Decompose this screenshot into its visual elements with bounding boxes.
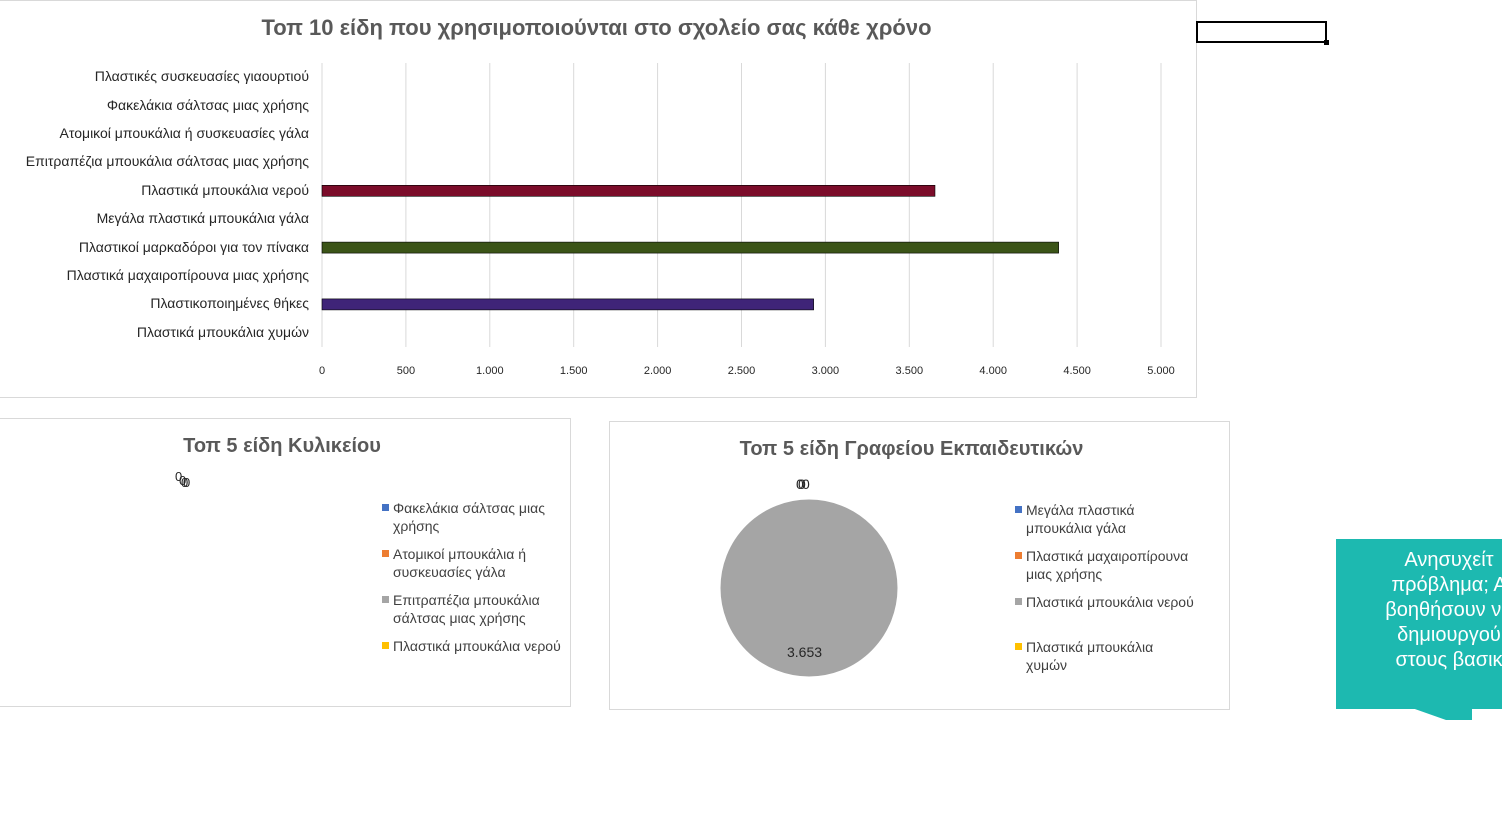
pie-data-label: 0 <box>181 475 189 490</box>
legend-label: Πλαστικά μπουκάλια νερού <box>1026 594 1194 610</box>
bar-category-label: Πλαστικές συσκευασίες γιαουρτιού <box>94 68 309 85</box>
legend-swatch <box>1015 552 1022 559</box>
bar-category-label: Πλαστικοποιημένες θήκες <box>150 295 309 312</box>
bar-category-labels: Πλαστικές συσκευασίες γιαουρτιού Φακελάκι… <box>0 1 309 399</box>
callout-shape[interactable]: Ανησυχείτ πρόβλημα; Α βοηθήσουν να δημιουργ… <box>1336 539 1502 709</box>
legend-label: Πλαστικά μπουκάλια χυμών <box>1026 639 1154 673</box>
legend-item: Επιτραπέζια μπουκάλια σάλτσας μιας χρήση… <box>382 591 582 631</box>
bar-x-tick-label: 4.500 <box>1063 365 1091 377</box>
legend-item: Φακελάκια σάλτσας μιας χρήσης <box>382 499 582 539</box>
bar[interactable] <box>321 185 936 197</box>
legend-item: Μεγάλα πλαστικά μπουκάλια γάλα <box>1015 501 1215 541</box>
pie-data-label: 0 <box>183 475 191 490</box>
pie-data-label: 0 <box>179 473 187 488</box>
teachers-pie-plot <box>719 498 899 678</box>
callout-text: Ανησυχείτ πρόβλημα; Α βοηθήσουν να δημιουργ… <box>1354 548 1502 673</box>
teachers-chart-panel[interactable]: Τοπ 5 είδη Γραφείου Εκπαιδευτικών 0 0 3.65… <box>609 421 1230 710</box>
bar-chart-title: Τοπ 10 είδη που χρησιμοποιούνται στο σχο… <box>261 15 932 40</box>
pie-data-label: 0 <box>175 469 183 484</box>
legend-swatch <box>1015 643 1022 650</box>
bar-chart-plot <box>321 63 1162 347</box>
bar-x-tick-label: 500 <box>396 365 416 377</box>
legend-swatch <box>1015 506 1022 513</box>
callout-line: πρόβλημα; Α <box>1391 574 1502 596</box>
bar-x-tick-label: 0 <box>318 365 326 377</box>
legend-label: Φακελάκια σάλτσας μιας χρήσης <box>393 500 545 534</box>
selected-cell[interactable] <box>1196 21 1327 43</box>
fill-handle[interactable] <box>1324 40 1329 45</box>
bar-x-tick-label: 1.500 <box>559 365 588 377</box>
bar-category-label: Πλαστικοί μαρκαδόροι για τον πίνακα <box>78 238 309 255</box>
bar-x-tick-label: 4.000 <box>979 365 1007 377</box>
bar-x-tick-label: 5.000 <box>1147 365 1175 377</box>
legend-item: Πλαστικά μαχαιροπίρουνα μιας χρήσης <box>1015 547 1215 587</box>
legend-swatch <box>1015 598 1022 605</box>
bar-x-tick-label: 3.000 <box>811 365 840 377</box>
bar-category-label: Επιτραπέζια μπουκάλια σάλτσας μιας χρήση… <box>25 153 309 170</box>
legend-label: Πλαστικά μπουκάλια νερού <box>393 638 561 654</box>
legend-swatch <box>382 504 389 511</box>
callout-tail <box>1412 708 1472 720</box>
pie-data-label: 0 <box>796 476 804 492</box>
bar-tick-labels: 0 500 1.000 1.500 2.000 2.500 3.000 3.500 4.000 4… <box>0 1 1198 399</box>
legend-item: Πλαστικά μπουκάλια χυμών <box>1015 638 1215 678</box>
pie-slice[interactable] <box>719 498 899 678</box>
legend-label: Επιτραπέζια μπουκάλια σάλτσας μιας χρήση… <box>393 592 540 626</box>
bar-x-tick-label: 2.000 <box>643 365 672 377</box>
callout-line: βοηθήσουν να <box>1385 599 1502 621</box>
legend-swatch <box>382 642 389 649</box>
legend-label: Ατομικοί μπουκάλια ή συσκευασίες γάλα <box>393 546 527 580</box>
bar-category-label: Πλαστικά μαχαιροπίρουνα μιας χρήσης <box>66 267 309 283</box>
bar-category-label: Μεγάλα πλαστικά μπουκάλια γάλα <box>96 210 309 227</box>
bar-category-label: Πλαστικά μπουκάλια χυμών <box>136 323 309 340</box>
legend-swatch <box>382 596 389 603</box>
canteen-chart-title: Τοπ 5 είδη Κυλικείου <box>183 435 381 457</box>
pie-data-label: 0 <box>798 476 806 492</box>
callout-line: δημιουργού <box>1397 624 1501 646</box>
legend-swatch <box>382 550 389 557</box>
pie-data-label: 0 <box>802 476 810 492</box>
teachers-chart-title: Τοπ 5 είδη Γραφείου Εκπαιδευτικών <box>739 438 1084 460</box>
bar[interactable] <box>321 241 1059 254</box>
legend-item: Πλαστικά μπουκάλια νερού <box>382 637 582 677</box>
bar-chart-panel[interactable]: Τοπ 10 είδη που χρησιμοποιούνται στο σχο… <box>0 0 1197 398</box>
bar-category-label: Φακελάκια σάλτσας μιας χρήσης <box>106 96 309 113</box>
legend-item: Πλαστικά μπουκάλια νερού <box>1015 593 1215 633</box>
pie-data-label: 3.653 <box>787 644 823 660</box>
bar-x-tick-label: 1.000 <box>476 365 504 377</box>
bar-category-label: Πλαστικά μπουκάλια νερού <box>141 181 309 198</box>
callout-line: στους βασικ <box>1395 649 1502 671</box>
legend-label: Μεγάλα πλαστικά μπουκάλια γάλα <box>1026 502 1135 536</box>
bar-x-tick-label: 2.500 <box>727 365 756 377</box>
legend-label: Πλαστικά μαχαιροπίρουνα μιας χρήσης <box>1026 548 1189 582</box>
callout-line: Ανησυχείτ <box>1404 549 1494 571</box>
bar[interactable] <box>321 298 814 311</box>
legend-item: Ατομικοί μπουκάλια ή συσκευασίες γάλα <box>382 545 582 585</box>
bar-x-tick-label: 3.500 <box>895 365 924 377</box>
bar-category-label: Ατομικοί μπουκάλια ή συσκευασίες γάλα <box>59 125 309 141</box>
teachers-legend: Μεγάλα πλαστικά μπουκάλια γάλα Πλαστικά μ… <box>1015 501 1225 701</box>
canteen-legend: Φακελάκια σάλτσας μιας χρήσης Ατομικοί μπ… <box>382 499 567 699</box>
